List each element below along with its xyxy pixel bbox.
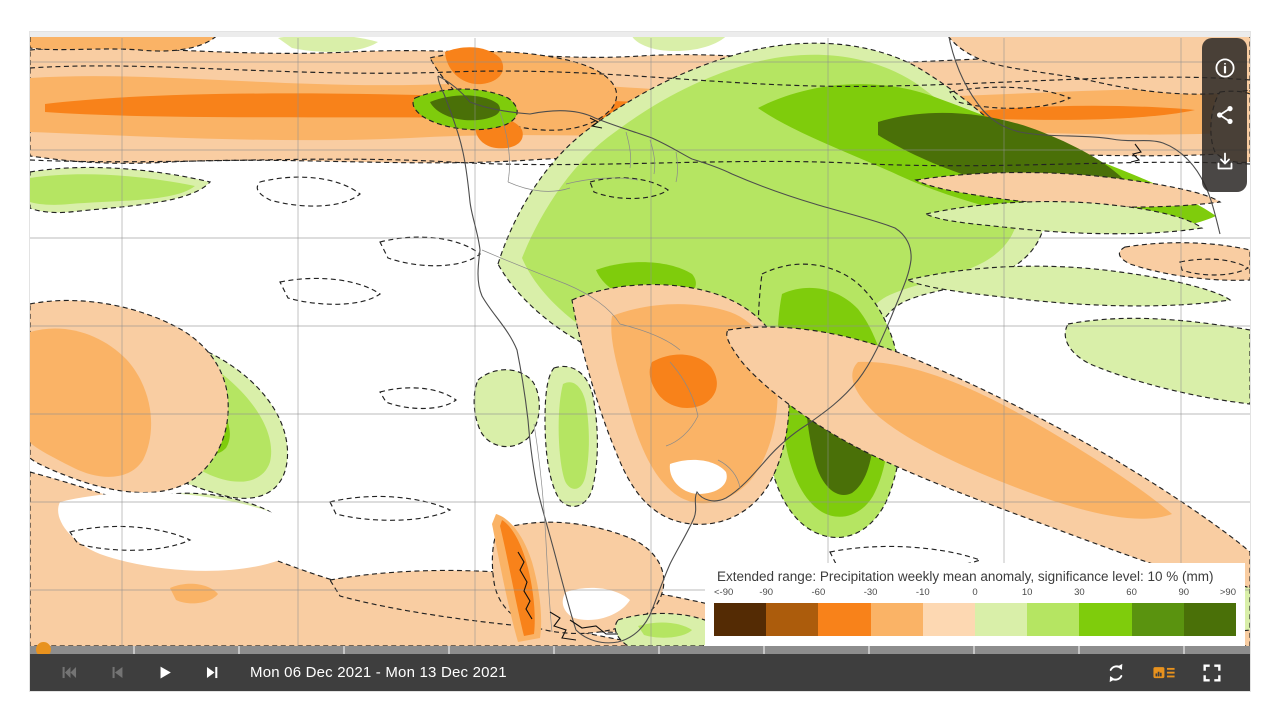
share-icon [1216,105,1233,124]
legend-swatch-7 [1079,603,1132,636]
time-range-label: Mon 06 Dec 2021 - Mon 13 Dec 2021 [250,664,507,681]
legend-tick-label: >90 [1219,587,1236,598]
play-button[interactable] [140,654,188,691]
step-back-icon [112,666,122,679]
legend-title: Extended range: Precipitation weekly mea… [717,569,1214,584]
legend-tick-label: 30 [1074,587,1085,598]
legend-swatch-6 [1027,603,1080,636]
time-slider[interactable] [30,642,1250,657]
info-button[interactable] [1210,53,1240,83]
legend-tick-label: -10 [915,587,930,598]
toggle-legend-button[interactable] [1140,654,1188,691]
legend-tick-label: 0 [972,587,978,598]
skip-to-start-icon [62,666,76,679]
download-button[interactable] [1210,147,1240,177]
download-icon [1217,152,1232,170]
time-slider-handle[interactable] [36,642,51,657]
map-area[interactable]: Extended range: Precipitation weekly mea… [30,32,1250,646]
skip-to-start-button[interactable] [44,654,92,691]
legend-tick-label: 90 [1178,587,1190,598]
legend-tick-label: 10 [1021,587,1033,598]
player-controls: Mon 06 Dec 2021 - Mon 13 Dec 2021 [30,654,1250,691]
share-button[interactable] [1210,100,1240,130]
legend-tick-label: -30 [863,587,878,598]
legend-swatch-0 [714,603,767,636]
play-icon [160,666,171,679]
legend-swatch-1 [766,603,819,636]
step-forward-button[interactable] [188,654,236,691]
step-forward-icon [206,666,217,679]
anomaly-map[interactable] [30,32,1250,646]
loop-button[interactable] [1092,654,1140,691]
legend-toggle-icon [1153,666,1175,678]
legend-colorbar [714,603,1237,636]
fullscreen-icon [1203,663,1221,682]
legend-tick-label: -90 [759,587,774,598]
legend-swatch-9 [1183,603,1237,636]
legend-tick-label: 60 [1126,587,1137,598]
legend-tick-label: <-90 [714,587,734,598]
fullscreen-button[interactable] [1188,654,1236,691]
side-toolbar [1202,38,1247,192]
legend-swatch-4 [922,603,976,636]
legend-swatch-3 [870,603,923,636]
legend-panel: Extended range: Precipitation weekly mea… [705,563,1245,646]
info-icon [1214,58,1235,78]
map-top-margin [30,32,1250,37]
legend-tick-label: -60 [811,587,826,598]
legend-swatch-2 [818,603,871,636]
legend-swatch-8 [1131,603,1184,636]
loop-icon [1109,663,1123,682]
legend-tick-labels: <-90 -90 -60 -30 -10 0 10 30 60 90 >90 [714,587,1236,601]
forecast-chart-widget: Extended range: Precipitation weekly mea… [30,32,1250,691]
legend-swatch-5 [975,603,1028,636]
step-back-button[interactable] [92,654,140,691]
